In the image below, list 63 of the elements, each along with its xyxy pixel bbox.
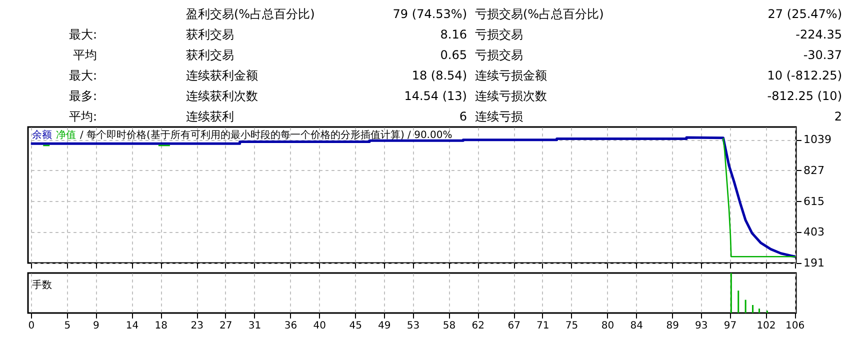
x-tick-label: 9 <box>93 320 100 332</box>
text: 最大: <box>68 28 97 42</box>
text: 连续亏损金额 <box>475 68 547 82</box>
x-tick-label: 49 <box>378 320 391 332</box>
x-tick-label: 14 <box>126 320 139 332</box>
text: 平均 <box>73 48 97 62</box>
x-tick-label: 53 <box>406 320 420 332</box>
text: 亏损交易 <box>475 28 523 42</box>
y-tick-label: 1039 <box>804 133 832 146</box>
series-label: 净值 <box>56 129 76 141</box>
text: 手数 <box>32 279 52 291</box>
text: 10 (-812.25) <box>767 68 842 82</box>
x-tick-label: 89 <box>666 320 679 332</box>
x-tick-label: 84 <box>630 320 643 332</box>
text: 平均: <box>68 110 97 124</box>
text: 连续获利 <box>186 110 234 124</box>
x-tick-label: 67 <box>508 320 520 332</box>
text: 8.16 <box>440 28 467 42</box>
x-tick-label: 0 <box>28 320 35 332</box>
text: 获利交易 <box>186 28 234 42</box>
text: 连续亏损 <box>475 110 523 124</box>
text: 连续获利次数 <box>186 89 258 103</box>
x-tick-label: 27 <box>220 320 232 332</box>
text: 连续亏损次数 <box>475 89 547 103</box>
text: -812.25 (10) <box>767 89 842 103</box>
text: 14.54 (13) <box>404 89 467 103</box>
text: 18 (8.54) <box>412 68 467 82</box>
x-tick-label: 93 <box>695 320 708 332</box>
text: 最大: <box>68 68 97 82</box>
x-tick-label: 58 <box>442 320 456 332</box>
chart-title: / 每个即时价格(基于所有可利用的最小时段的每一个价格的分形插值计算) / 90.00% <box>80 129 452 141</box>
x-tick-label: 75 <box>565 320 578 332</box>
text: 盈利交易(%占总百分比) <box>186 7 315 21</box>
series-label: 余额 <box>32 129 52 141</box>
x-tick-label: 40 <box>313 320 326 332</box>
text: -30.37 <box>803 48 842 62</box>
text: 亏损交易 <box>475 48 523 62</box>
x-tick-label: 62 <box>472 320 484 332</box>
text: 连续获利金额 <box>186 68 258 82</box>
x-tick-label: 80 <box>601 320 614 332</box>
text: 2 <box>834 110 842 124</box>
x-tick-label: 31 <box>248 320 262 332</box>
text: -224.35 <box>796 28 842 42</box>
x-tick-label: 18 <box>154 320 168 332</box>
y-tick-label: 403 <box>804 226 824 239</box>
x-tick-label: 5 <box>64 320 71 332</box>
x-tick-label: 97 <box>724 320 737 332</box>
text: 6 <box>459 110 467 124</box>
text: 0.65 <box>440 48 467 62</box>
text: 79 (74.53%) <box>392 7 467 21</box>
text: 亏损交易(%占总百分比) <box>475 7 604 21</box>
x-tick-label: 36 <box>284 320 298 332</box>
x-tick-label: 23 <box>190 320 204 332</box>
y-tick-label: 827 <box>804 164 824 177</box>
text: 最多: <box>68 89 97 103</box>
x-tick-label: 106 <box>786 320 805 332</box>
text: 获利交易 <box>186 48 234 62</box>
x-tick-label: 45 <box>349 320 362 332</box>
x-tick-label: 102 <box>756 320 776 332</box>
y-tick-label: 615 <box>804 194 824 208</box>
text: 27 (25.47%) <box>768 7 842 21</box>
x-tick-label: 71 <box>536 320 550 332</box>
y-tick-label: 191 <box>804 256 824 270</box>
